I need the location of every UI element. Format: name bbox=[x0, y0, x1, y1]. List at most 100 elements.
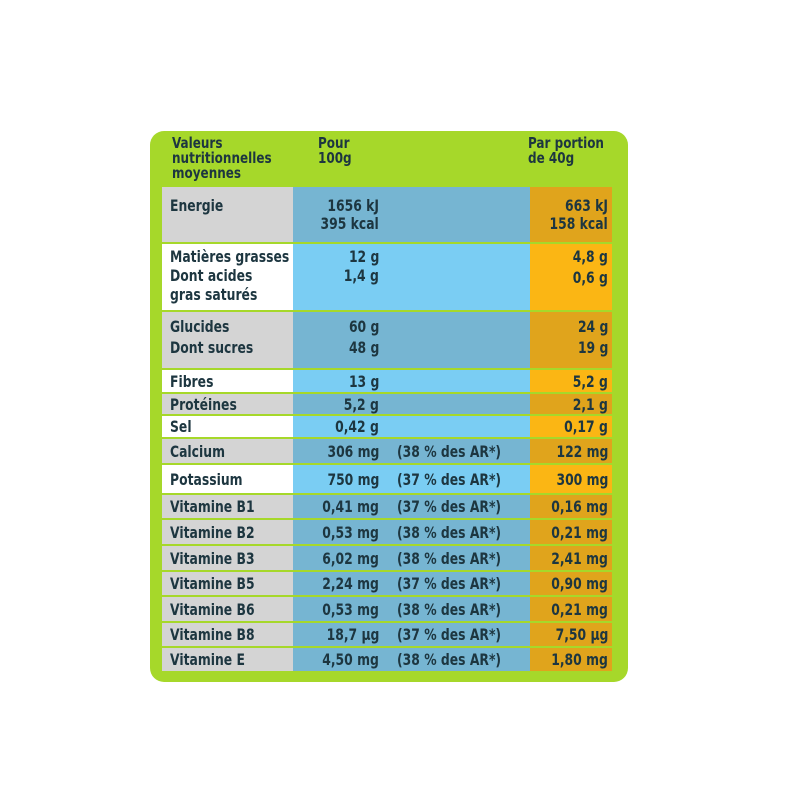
per-portion-cell: 2,41 mg bbox=[530, 546, 612, 570]
daily-reference-percent: (38 % des AR*) bbox=[397, 599, 502, 619]
per-100g-value: 60 g bbox=[348, 317, 379, 336]
per-portion-value: 0,16 mg bbox=[551, 497, 608, 516]
table-row: Vitamine B3 6,02 mg (38 % des AR*) 2,41 mg bbox=[162, 546, 612, 570]
table-row: Vitamine B1 0,41 mg (37 % des AR*) 0,16 mg bbox=[162, 495, 612, 518]
per-100g-cell: 0,53 mg (38 % des AR*) bbox=[293, 597, 530, 621]
nutrient-label-cell: Vitamine B3 bbox=[162, 546, 293, 570]
per-100g-cell: 6,02 mg (38 % des AR*) bbox=[293, 546, 530, 570]
per-portion-cell: 2,1 g bbox=[530, 394, 612, 414]
per-portion-cell: 4,8 g 0,6 g bbox=[530, 244, 612, 310]
per-100g-cell: 4,50 mg (38 % des AR*) bbox=[293, 648, 530, 671]
per-portion-cell: 122 mg bbox=[530, 439, 612, 463]
nutrient-label-cell: Matières grasses Dont acides gras saturés bbox=[162, 244, 293, 310]
per-100g-value: 1656 kJ bbox=[327, 196, 379, 215]
nutrient-label: Dont acides bbox=[170, 266, 253, 285]
per-100g-value: 750 mg bbox=[327, 469, 379, 489]
nutrient-label-cell: Protéines bbox=[162, 394, 293, 414]
per-portion-value: 158 kcal bbox=[549, 214, 608, 233]
nutrient-label: Sel bbox=[170, 417, 192, 436]
daily-reference-percent: (37 % des AR*) bbox=[397, 497, 502, 516]
per-100g-cell: 0,41 mg (37 % des AR*) bbox=[293, 495, 530, 518]
daily-reference-percent: (38 % des AR*) bbox=[397, 548, 502, 568]
per-portion-cell: 5,2 g bbox=[530, 370, 612, 392]
nutrient-label: Calcium bbox=[170, 441, 225, 461]
header-per-portion: Par portion de 40g bbox=[528, 134, 604, 167]
per-portion-value: 4,8 g bbox=[572, 247, 608, 266]
daily-reference-percent: (38 % des AR*) bbox=[397, 441, 502, 461]
header-nutrition-values: Valeurs nutritionnelles moyennes bbox=[172, 134, 272, 182]
nutrient-label: Vitamine B3 bbox=[170, 548, 255, 568]
per-portion-cell: 1,80 mg bbox=[530, 648, 612, 671]
per-100g-value: 0,42 g bbox=[335, 417, 379, 436]
per-100g-cell: 0,53 mg (38 % des AR*) bbox=[293, 520, 530, 544]
nutrient-label: Protéines bbox=[170, 394, 237, 414]
nutrient-label: Vitamine B1 bbox=[170, 497, 255, 516]
per-portion-cell: 24 g 19 g bbox=[530, 312, 612, 368]
per-100g-value: 18,7 µg bbox=[326, 625, 379, 644]
nutrient-label: Vitamine E bbox=[170, 650, 245, 669]
table-row: Glucides Dont sucres 60 g 48 g 24 g 19 g bbox=[162, 312, 612, 368]
per-100g-value: 6,02 mg bbox=[322, 548, 379, 568]
daily-reference-percent: (37 % des AR*) bbox=[397, 625, 502, 644]
per-portion-cell: 0,16 mg bbox=[530, 495, 612, 518]
nutrient-label: Dont sucres bbox=[170, 338, 254, 357]
nutrient-label-cell: Glucides Dont sucres bbox=[162, 312, 293, 368]
per-100g-cell: 0,42 g bbox=[293, 416, 530, 437]
per-portion-cell: 0,90 mg bbox=[530, 572, 612, 595]
per-100g-cell: 12 g 1,4 g bbox=[293, 244, 530, 310]
nutrient-label: Matières grasses bbox=[170, 247, 290, 266]
per-portion-value: 24 g bbox=[577, 317, 608, 336]
nutrient-label: Fibres bbox=[170, 371, 214, 391]
nutrient-label-cell: Energie bbox=[162, 187, 293, 242]
per-100g-cell: 5,2 g bbox=[293, 394, 530, 414]
per-portion-value: 300 mg bbox=[556, 469, 608, 489]
per-portion-value: 0,21 mg bbox=[551, 522, 608, 542]
per-100g-value: 0,53 mg bbox=[322, 522, 379, 542]
per-portion-value: 19 g bbox=[577, 338, 608, 357]
header-per-100g: Pour 100g bbox=[318, 134, 352, 167]
per-portion-value: 5,2 g bbox=[572, 371, 608, 391]
nutrient-label: Vitamine B6 bbox=[170, 599, 255, 619]
nutrient-label: Vitamine B2 bbox=[170, 522, 255, 542]
per-100g-value: 306 mg bbox=[327, 441, 379, 461]
per-100g-cell: 60 g 48 g bbox=[293, 312, 530, 368]
nutrient-label-cell: Potassium bbox=[162, 465, 293, 493]
daily-reference-percent: (37 % des AR*) bbox=[397, 574, 502, 593]
per-portion-value: 0,17 g bbox=[564, 417, 608, 436]
table-row: Potassium 750 mg (37 % des AR*) 300 mg bbox=[162, 465, 612, 493]
table-row: Vitamine B5 2,24 mg (37 % des AR*) 0,90 mg bbox=[162, 572, 612, 595]
per-portion-value: 7,50 µg bbox=[555, 625, 608, 644]
per-portion-value: 0,90 mg bbox=[551, 574, 608, 593]
nutrient-label-cell: Vitamine B6 bbox=[162, 597, 293, 621]
nutrient-label-cell: Sel bbox=[162, 416, 293, 437]
table-row: Sel 0,42 g 0,17 g bbox=[162, 416, 612, 437]
per-100g-cell: 750 mg (37 % des AR*) bbox=[293, 465, 530, 493]
per-100g-cell: 1656 kJ 395 kcal bbox=[293, 187, 530, 242]
table-row: Protéines 5,2 g 2,1 g bbox=[162, 394, 612, 414]
per-portion-value: 122 mg bbox=[556, 441, 608, 461]
per-100g-value: 0,53 mg bbox=[322, 599, 379, 619]
nutrient-label: Vitamine B8 bbox=[170, 625, 255, 644]
table-row: Vitamine B2 0,53 mg (38 % des AR*) 0,21 mg bbox=[162, 520, 612, 544]
per-portion-cell: 0,21 mg bbox=[530, 597, 612, 621]
per-100g-value: 13 g bbox=[348, 371, 379, 391]
per-portion-cell: 300 mg bbox=[530, 465, 612, 493]
per-100g-value: 395 kcal bbox=[320, 214, 379, 233]
table-row: Fibres 13 g 5,2 g bbox=[162, 370, 612, 392]
table-row: Calcium 306 mg (38 % des AR*) 122 mg bbox=[162, 439, 612, 463]
nutrient-label: Vitamine B5 bbox=[170, 574, 255, 593]
table-row: Vitamine B8 18,7 µg (37 % des AR*) 7,50 µg bbox=[162, 623, 612, 646]
nutrient-label-cell: Vitamine B5 bbox=[162, 572, 293, 595]
table-row: Matières grasses Dont acides gras saturés 1… bbox=[162, 244, 612, 310]
table-row: Energie 1656 kJ 395 kcal 663 kJ 158 kcal bbox=[162, 187, 612, 242]
daily-reference-percent: (38 % des AR*) bbox=[397, 650, 502, 669]
per-portion-value: 0,6 g bbox=[572, 268, 608, 287]
nutrient-label: Potassium bbox=[170, 469, 243, 489]
daily-reference-percent: (37 % des AR*) bbox=[397, 469, 502, 489]
per-100g-cell: 13 g bbox=[293, 370, 530, 392]
per-portion-value: 663 kJ bbox=[565, 196, 608, 215]
nutrient-label: gras saturés bbox=[170, 285, 258, 304]
per-portion-value: 0,21 mg bbox=[551, 599, 608, 619]
per-100g-cell: 18,7 µg (37 % des AR*) bbox=[293, 623, 530, 646]
table-row: Vitamine B6 0,53 mg (38 % des AR*) 0,21 mg bbox=[162, 597, 612, 621]
